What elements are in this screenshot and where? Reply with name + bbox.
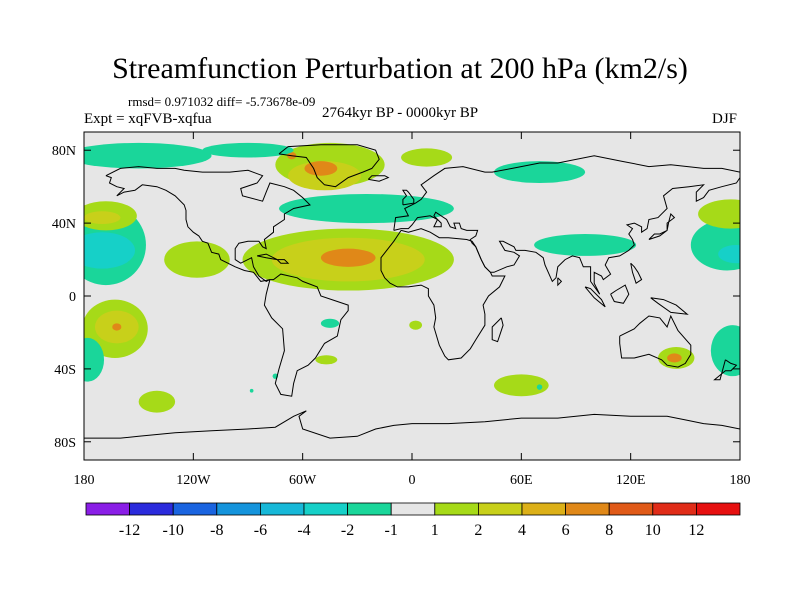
colorbar-label-1: -10 [163,522,184,539]
colorbar-label-8: 2 [474,522,482,539]
anomaly-region-12 [164,241,230,278]
coastline-18 [276,259,290,264]
colorbar-swatch-2 [172,502,218,516]
coastline-0 [105,166,311,282]
colorbar-swatch-4 [259,502,305,516]
chart-title: Streamfunction Perturbation at 200 hPa (… [112,52,688,85]
anomaly-region-16 [84,211,121,225]
coastlines [84,144,740,439]
colorbar-label-12: 10 [645,522,661,539]
x-tick-label-5: 120E [616,473,646,488]
coastline-3 [278,144,380,188]
coastline-1 [263,273,349,397]
colorbar: -12 -10 -8 -6 -4 -2 -1 1 2 4 6 8 10 12 [85,502,741,539]
anomaly-fills [84,142,740,413]
anomaly-region-6 [401,148,453,167]
anomaly-region-24 [84,337,105,382]
coastline-13 [584,286,606,308]
map-axes: 180 120W 60W 0 60E 120E 180 80N 40N 0 40S 80S [52,132,751,488]
colorbar-swatch-14 [696,502,741,516]
x-tick-label-3: 0 [409,473,416,488]
colorbar-label-5: -2 [341,522,354,539]
y-tick-label-4: 80S [54,436,76,451]
colorbar-label-9: 4 [518,522,526,539]
colorbar-swatch-3 [216,502,261,516]
anomaly-region-32 [667,353,682,363]
period-label: 2764kyr BP - 0000kyr BP [322,105,479,121]
colorbar-swatch-5 [303,502,348,516]
x-tick-label-2: 60W [289,473,317,488]
map-background [84,132,740,460]
colorbar-label-13: 12 [688,522,704,539]
coastline-15 [650,297,689,315]
coastline-4 [393,155,740,231]
coastline-6 [380,228,506,361]
coastline-16 [630,262,643,284]
coastline-7 [619,314,692,368]
coastline-19 [713,359,738,381]
anomaly-region-29 [493,374,549,397]
x-tick-label-6: 180 [730,473,751,488]
coastline-8 [84,410,740,439]
coastline-12 [648,213,676,240]
colorbar-swatch-13 [652,502,697,516]
colorbar-swatch-6 [347,502,392,516]
anomaly-region-28 [409,320,423,330]
anomaly-region-23 [112,323,122,331]
anomaly-region-14 [84,232,136,269]
colorbar-label-7: 1 [431,522,439,539]
anomaly-region-4 [84,142,212,169]
anomaly-region-33 [710,325,740,377]
coastline-2 [105,175,270,282]
anomaly-region-11 [320,248,376,267]
colorbar-label-4: -4 [297,522,310,539]
coastline-9 [401,189,415,206]
colorbar-label-11: 8 [605,522,613,539]
colorbar-swatch-0 [85,502,130,516]
colorbar-label-10: 6 [562,522,570,539]
anomaly-region-25 [138,390,176,413]
y-tick-label-3: 40S [54,363,76,378]
x-tick-label-4: 60E [510,473,533,488]
coastline-10 [367,175,390,182]
x-tick-label-1: 120W [176,473,211,488]
y-tick-label-1: 40N [52,217,76,232]
anomaly-region-8 [494,161,586,184]
colorbar-swatch-7 [390,502,436,516]
colorbar-label-6: -1 [385,522,398,539]
colorbar-swatch-12 [608,502,654,516]
colorbar-swatch-1 [129,502,174,516]
colorbar-swatch-10 [521,502,566,516]
anomaly-region-7 [278,193,454,224]
anomaly-region-2 [304,161,338,176]
x-tick-label-0: 180 [74,473,95,488]
colorbar-swatch-8 [434,502,479,516]
anomaly-region-30 [536,384,543,390]
y-tick-label-0: 80N [52,144,76,159]
coastline-5 [393,177,740,295]
colorbar-swatch-9 [477,502,523,516]
coastline-20 [557,277,563,287]
anomaly-region-5 [202,142,294,158]
anomaly-region-35 [249,388,254,393]
colorbar-label-0: -12 [119,522,140,539]
coastline-11 [491,317,504,343]
anomaly-region-19 [718,244,740,264]
anomaly-region-17 [534,234,637,256]
colorbar-label-2: -8 [210,522,223,539]
experiment-label: Expt = xqFVB-xqfua [84,111,212,127]
colorbar-label-3: -6 [254,522,267,539]
coastline-14 [610,284,630,304]
colorbar-swatch-11 [565,502,610,516]
anomaly-region-20 [698,199,740,229]
season-label: DJF [712,111,738,127]
anomaly-region-26 [320,318,340,328]
stats-line: rmsd= 0.971032 diff= -5.73678e-09 [128,94,316,109]
y-tick-label-2: 0 [69,290,76,305]
anomaly-region-27 [315,355,338,365]
